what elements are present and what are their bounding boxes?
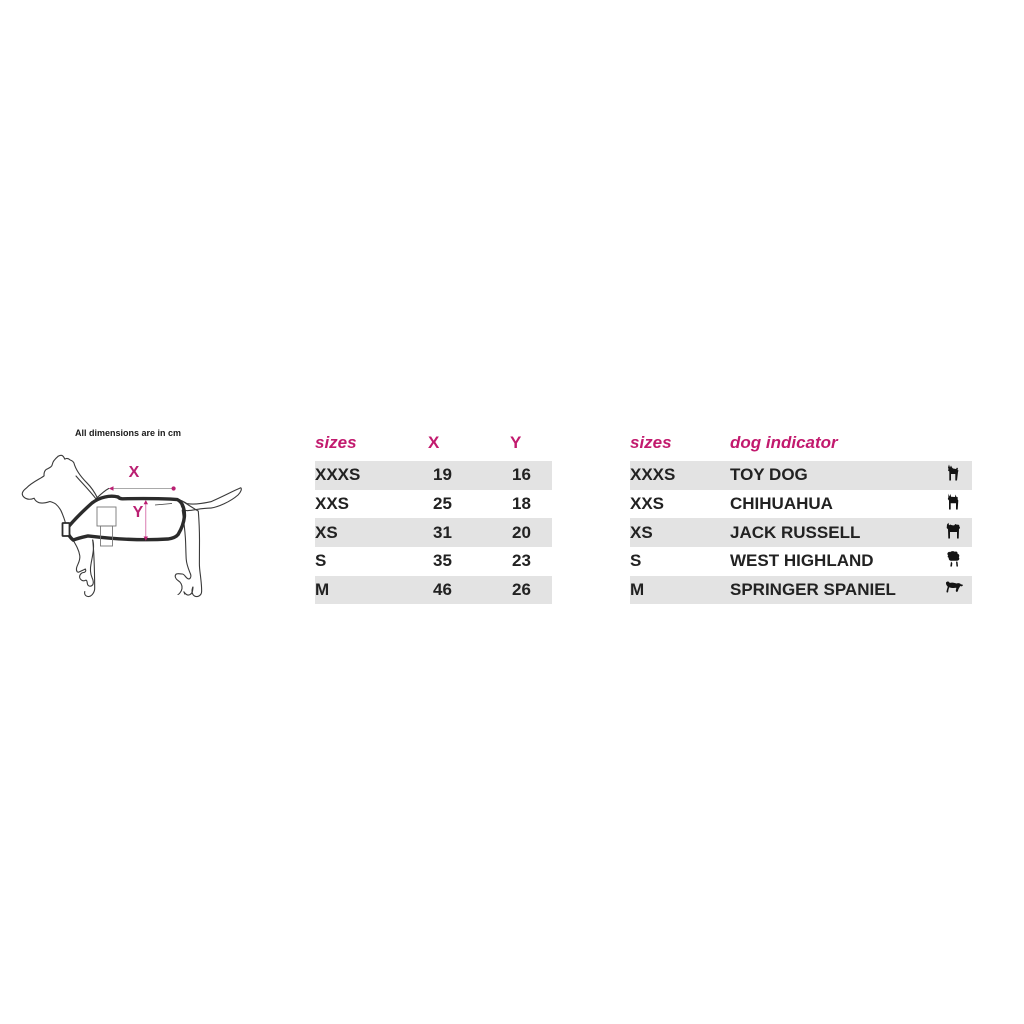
svg-text:All dimensions are in cm: All dimensions are in cm [75,428,181,438]
svg-text:Y: Y [133,504,144,521]
svg-text:X: X [129,464,140,481]
